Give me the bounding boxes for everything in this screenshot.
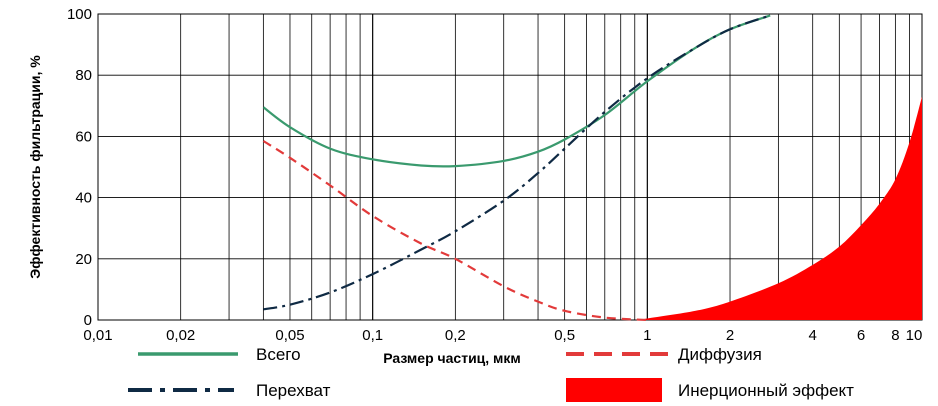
- grid: [97, 13, 923, 321]
- x-tick-label: 0,2: [445, 327, 466, 344]
- legend: Всего Диффузия Перехват Инерционный эффект: [128, 345, 854, 402]
- x-tick-label: 2: [726, 327, 734, 344]
- tick-labels: 0 20 40 60 80 100 0,01 0,02 0,05 0,1 0,2 0,5 1 2 4 6 8 10: [67, 6, 922, 344]
- legend-label: Перехват: [256, 381, 331, 400]
- x-tick-label: 8: [891, 327, 899, 344]
- legend-label: Диффузия: [678, 345, 762, 364]
- legend-swatch-area: [566, 378, 662, 402]
- x-tick-label: 6: [857, 327, 865, 344]
- x-tick-label: 0,02: [166, 327, 195, 344]
- y-axis-title: Эффективность фильтрации, %: [27, 55, 43, 279]
- series-total-line: [262, 14, 771, 168]
- x-tick-label: 10: [906, 327, 923, 344]
- y-tick-label: 100: [67, 6, 92, 23]
- x-axis-title: Размер частиц, мкм: [383, 350, 521, 366]
- x-tick-label: 0,1: [362, 327, 383, 344]
- x-tick-label: 4: [809, 327, 817, 344]
- legend-label: Инерционный эффект: [678, 381, 854, 400]
- series-inertial-area: [634, 96, 922, 320]
- y-tick-label: 40: [75, 190, 92, 207]
- x-tick-label: 0,05: [275, 327, 304, 344]
- y-tick-label: 80: [75, 67, 92, 84]
- lines-layer: [262, 14, 771, 322]
- y-tick-label: 0: [84, 312, 92, 329]
- x-tick-label: 0,5: [554, 327, 575, 344]
- y-tick-label: 60: [75, 128, 92, 145]
- legend-label: Всего: [256, 345, 301, 364]
- y-tick-label: 20: [75, 251, 92, 268]
- x-tick-label: 0,01: [83, 327, 112, 344]
- area-layer: [634, 96, 922, 320]
- series-diffusion-line: [262, 140, 648, 322]
- x-tick-label: 1: [643, 327, 651, 344]
- series-interception-line: [263, 14, 771, 311]
